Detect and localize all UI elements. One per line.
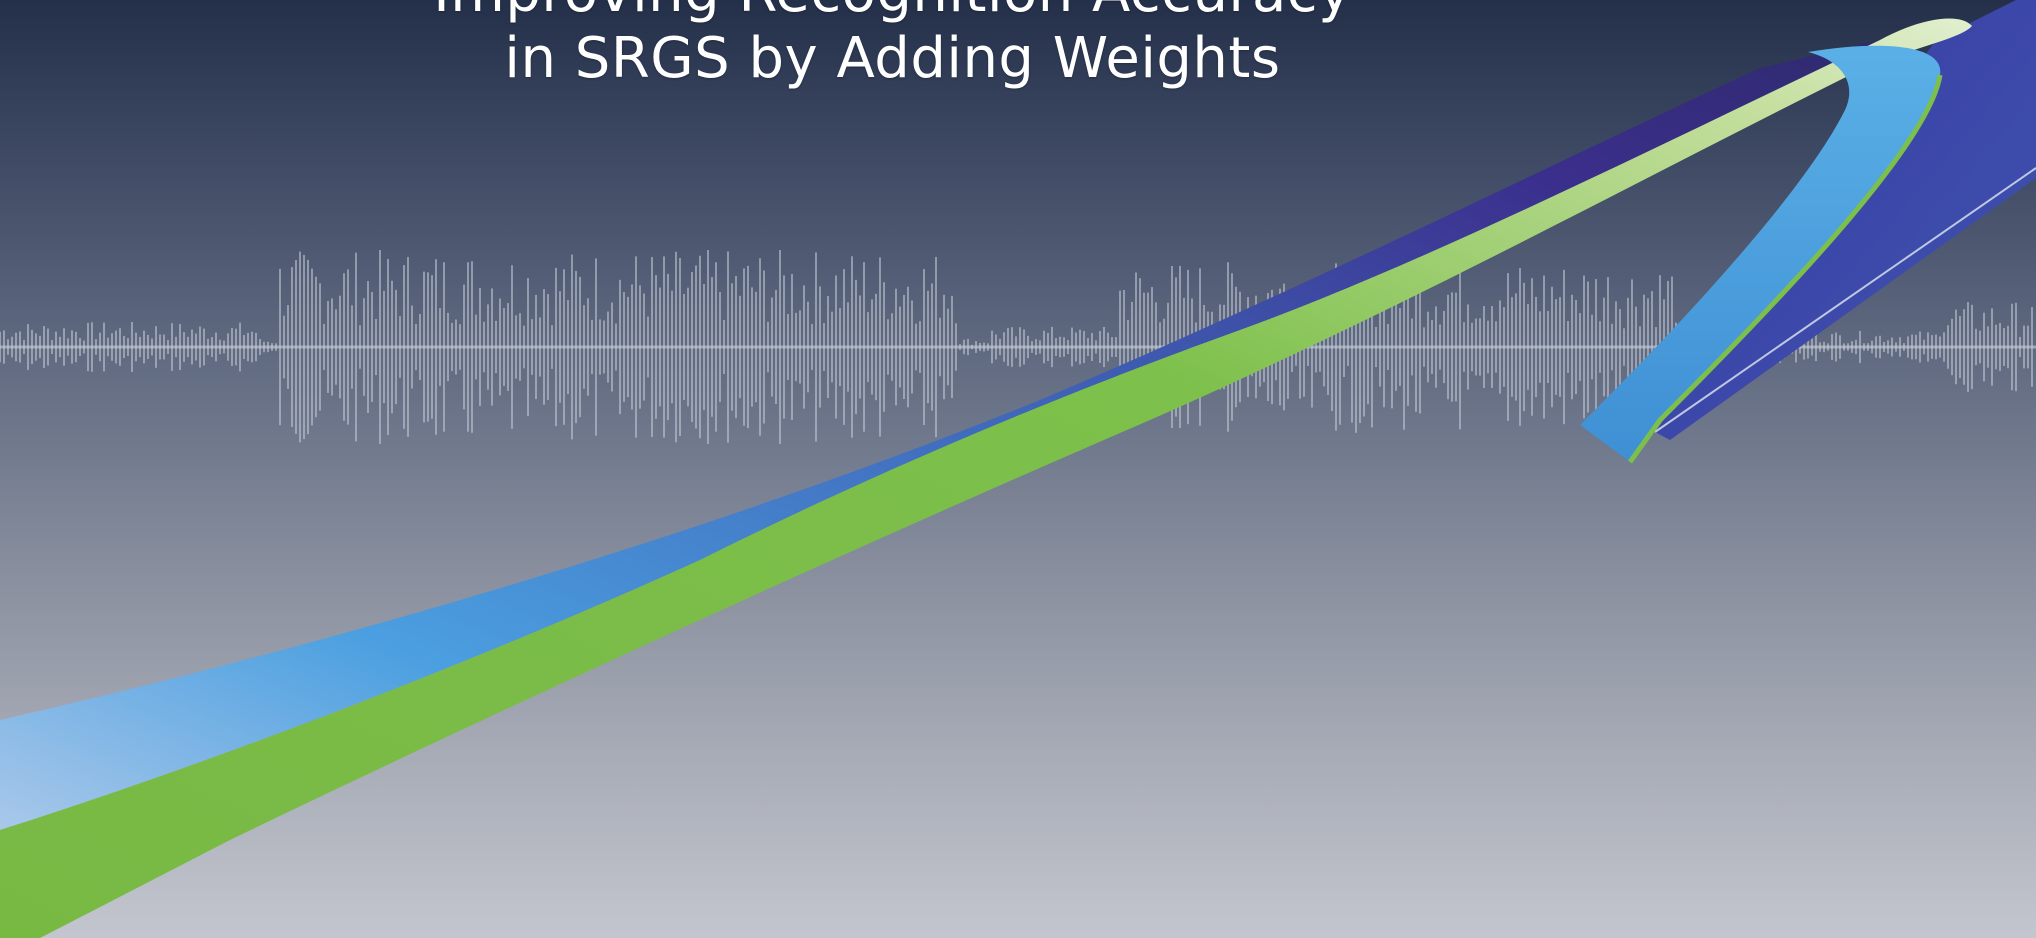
title-line-1: Improving Recognition Accuracy bbox=[0, 0, 1785, 26]
ribbon-curl bbox=[1580, 45, 1941, 463]
right-ribbon-edge bbox=[1654, 167, 2036, 433]
slide-title: Improving Recognition Accuracy in SRGS b… bbox=[0, 0, 1785, 92]
green-ribbon bbox=[0, 18, 1972, 938]
title-line-2: in SRGS by Adding Weights bbox=[504, 26, 1281, 91]
blue-ribbon bbox=[0, 40, 1880, 830]
ribbon-curl-edge bbox=[1627, 74, 1943, 464]
